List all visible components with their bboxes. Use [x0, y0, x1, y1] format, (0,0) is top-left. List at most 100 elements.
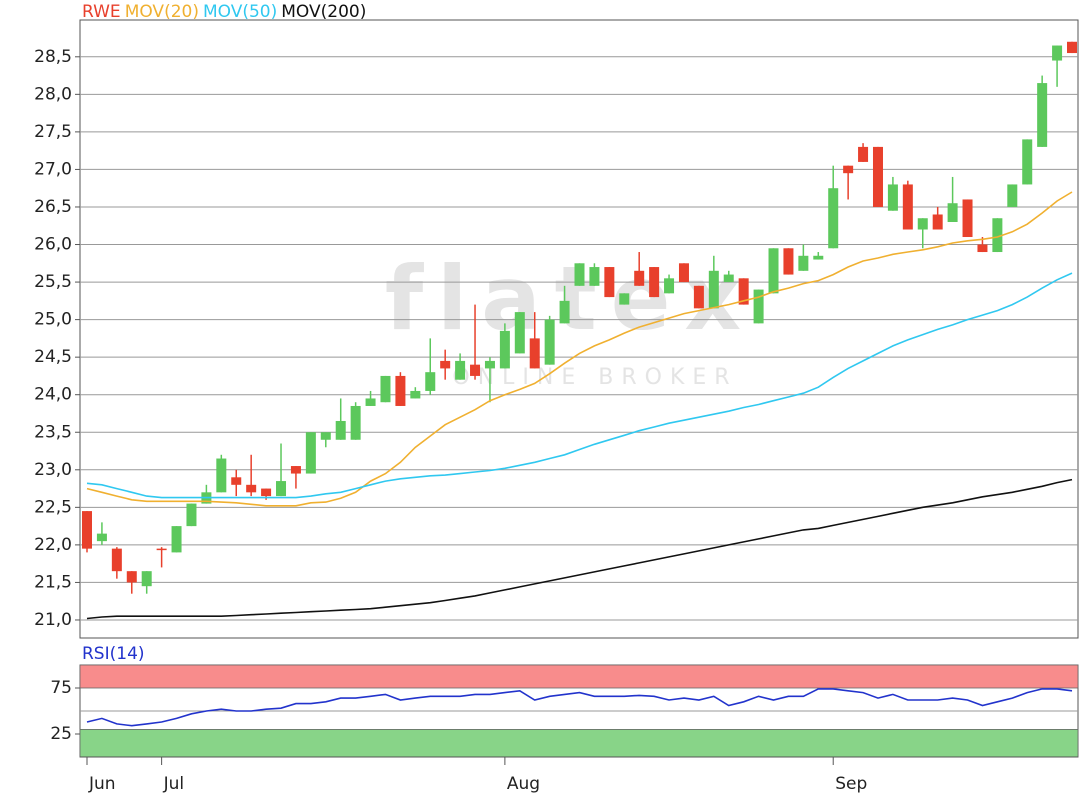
legend-entry: MOV(50) [203, 2, 277, 22]
candle-body [947, 203, 958, 222]
candle-body [902, 184, 913, 230]
x-tick-label: Sep [835, 774, 867, 794]
y-tick-label: 21,0 [34, 610, 72, 630]
rsi-band [79, 729, 1079, 758]
candle-body [395, 375, 406, 406]
candle-body [678, 263, 689, 283]
candle-body [1007, 184, 1018, 207]
moving-average-line [86, 272, 1073, 499]
candle-body [380, 375, 391, 403]
moving-average-line [86, 191, 1073, 507]
y-tick-label: 25,0 [34, 310, 72, 330]
candle-body [843, 165, 854, 174]
candle-body [440, 360, 451, 369]
candle-body [455, 360, 466, 380]
y-tick-label: 22,5 [34, 497, 72, 517]
rsi-band [79, 664, 1079, 689]
candle-body [156, 548, 167, 551]
rsi-line [86, 688, 1073, 727]
candle-body [1067, 41, 1077, 54]
candle-body [813, 255, 824, 260]
candle-body [693, 285, 704, 309]
candle-body [126, 571, 137, 583]
candle-body [589, 267, 600, 286]
candle-body [634, 270, 645, 286]
candle-body [544, 319, 555, 365]
y-tick-label: 27,5 [34, 122, 72, 142]
candle-body [82, 511, 92, 549]
candle-body [932, 214, 943, 230]
candle-body [231, 477, 242, 485]
candle-body [783, 248, 794, 275]
y-tick-label: 25 [50, 724, 72, 744]
candle-body [96, 533, 107, 542]
y-tick-label: 24,5 [34, 347, 72, 367]
candle-body [484, 360, 495, 369]
candle-body [529, 338, 540, 369]
y-tick-label: 28,0 [34, 84, 72, 104]
candle-body [858, 146, 869, 162]
candle-body [872, 146, 883, 207]
y-tick-label: 26,5 [34, 197, 72, 217]
candle-body [216, 458, 227, 493]
y-tick-label: 21,5 [34, 572, 72, 592]
candle-body [604, 267, 615, 298]
watermark-tagline: ONLINE BROKER [452, 365, 737, 390]
candle-body [290, 466, 301, 474]
legend-entry: RWE [82, 2, 121, 22]
candle-body [320, 432, 331, 440]
candle-body [246, 484, 257, 493]
candle-body [619, 293, 630, 305]
candle-body [111, 548, 122, 572]
candle-body [186, 503, 197, 527]
y-tick-label: 27,0 [34, 159, 72, 179]
candle-body [708, 270, 719, 309]
y-tick-label: 23,5 [34, 422, 72, 442]
candle-body [470, 364, 481, 376]
candle-body [410, 390, 421, 399]
candle-body [141, 571, 152, 587]
candle-body [723, 274, 734, 283]
candle-body [917, 218, 928, 230]
y-tick-label: 26,0 [34, 235, 72, 255]
candle-body [992, 218, 1003, 253]
candle-body [171, 526, 182, 553]
candle-body [305, 432, 316, 474]
candle-body [738, 278, 749, 305]
candle-body [499, 330, 510, 369]
y-tick-label: 25,5 [34, 272, 72, 292]
candle-body [887, 184, 898, 211]
candle-body [559, 300, 570, 324]
y-tick-label: 24,0 [34, 385, 72, 405]
y-tick-label: 75 [50, 678, 72, 698]
candle-body [798, 255, 809, 271]
candle-body [335, 420, 346, 440]
x-tick-label: Jul [163, 774, 185, 794]
candle-body [425, 372, 436, 391]
candle-body [1022, 139, 1033, 185]
candle-body [664, 278, 675, 294]
moving-average-line [86, 478, 1073, 620]
rsi-title: RSI(14) [82, 644, 145, 664]
legend-entry: MOV(200) [281, 2, 366, 22]
candle-body [1037, 83, 1048, 147]
candle-body [768, 248, 779, 294]
candle-body [753, 289, 764, 324]
candle-body [261, 488, 272, 497]
plot-area [79, 19, 1079, 639]
candle-body [365, 398, 376, 406]
legend-entry: MOV(20) [125, 2, 199, 22]
x-tick-label: Aug [507, 774, 540, 794]
candle-body [977, 244, 988, 253]
candle-body [1052, 45, 1063, 61]
candle-body [962, 199, 973, 238]
y-tick-label: 23,0 [34, 460, 72, 480]
candle-body [350, 405, 361, 440]
candle-body [276, 481, 287, 497]
y-tick-label: 22,0 [34, 535, 72, 555]
candle-body [514, 312, 525, 354]
x-tick-label: Jun [88, 774, 116, 794]
y-tick-label: 28,5 [34, 47, 72, 67]
candle-body [828, 188, 839, 249]
